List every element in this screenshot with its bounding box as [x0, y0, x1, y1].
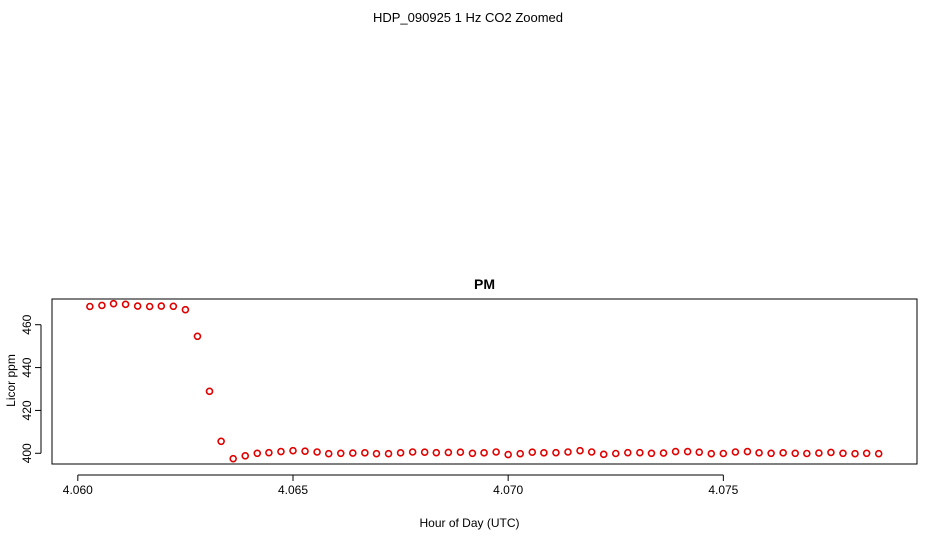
data-point	[121, 300, 130, 309]
data-point	[432, 448, 441, 457]
data-point	[145, 302, 154, 311]
data-point	[277, 447, 285, 456]
data-point	[839, 449, 847, 458]
y-axis-title: Licor ppm	[4, 354, 18, 407]
data-point	[636, 448, 644, 457]
data-point	[599, 450, 608, 459]
data-point	[683, 447, 692, 456]
chart-title: PM	[474, 276, 495, 292]
data-point	[528, 448, 537, 457]
data-point	[396, 449, 405, 457]
data-point	[241, 452, 250, 460]
data-point	[755, 449, 763, 457]
data-point	[587, 448, 596, 456]
data-point	[611, 449, 620, 458]
data-point	[874, 449, 883, 458]
data-point	[253, 449, 262, 458]
y-tick-label: 460	[20, 314, 34, 334]
x-tick-label: 4.060	[63, 483, 93, 497]
data-point	[205, 387, 214, 396]
data-point	[671, 447, 680, 456]
data-point	[157, 302, 166, 310]
data-point	[516, 449, 525, 458]
data-point	[169, 302, 178, 311]
data-point	[803, 449, 811, 458]
data-point	[731, 448, 740, 456]
data-point	[815, 449, 823, 457]
y-axis: 400 420 440 460	[20, 314, 42, 463]
data-point	[540, 449, 548, 457]
data-point	[707, 449, 716, 458]
data-point	[408, 448, 417, 456]
data-points	[86, 299, 883, 463]
data-point	[229, 454, 237, 463]
x-tick-label: 4.070	[493, 483, 523, 497]
data-point	[217, 437, 225, 446]
data-point	[791, 449, 800, 458]
data-point	[779, 449, 787, 457]
data-point	[564, 448, 572, 456]
data-point	[349, 449, 357, 457]
x-tick-label: 4.065	[278, 483, 308, 497]
data-point	[743, 447, 752, 456]
data-point	[181, 305, 190, 314]
data-point	[719, 449, 728, 458]
data-point	[133, 302, 142, 310]
data-point	[301, 447, 309, 455]
data-point	[647, 449, 656, 458]
data-point	[504, 450, 512, 459]
data-point	[695, 448, 704, 457]
data-point	[361, 449, 369, 457]
data-point	[851, 449, 859, 458]
data-point	[480, 449, 488, 457]
data-point	[468, 449, 477, 458]
y-tick-label: 440	[20, 357, 34, 377]
data-point	[384, 449, 393, 458]
data-point	[659, 449, 668, 457]
y-tick-label: 400	[20, 443, 34, 463]
data-point	[862, 449, 871, 458]
data-point	[624, 448, 632, 457]
data-point	[576, 446, 584, 455]
data-point	[324, 449, 333, 458]
data-point	[265, 448, 273, 457]
data-point	[313, 448, 321, 456]
x-axis-title: Hour of Day (UTC)	[419, 516, 519, 530]
x-axis: 4.060 4.065 4.070 4.075	[63, 474, 739, 497]
data-point	[492, 448, 500, 456]
data-point	[420, 448, 429, 457]
data-point	[767, 449, 775, 458]
data-point	[289, 446, 297, 455]
data-point	[552, 448, 560, 457]
x-tick-label: 4.075	[708, 483, 738, 497]
data-point	[98, 301, 106, 310]
data-point	[193, 332, 202, 341]
data-point	[444, 448, 453, 457]
data-point	[86, 302, 94, 311]
plot-frame	[51, 298, 918, 465]
data-point	[336, 449, 345, 458]
data-point	[827, 448, 835, 457]
data-point	[372, 449, 381, 458]
data-point	[456, 448, 465, 457]
y-tick-label: 420	[20, 400, 34, 420]
data-point	[109, 299, 118, 308]
page-title: HDP_090925 1 Hz CO2 Zoomed	[372, 10, 564, 25]
